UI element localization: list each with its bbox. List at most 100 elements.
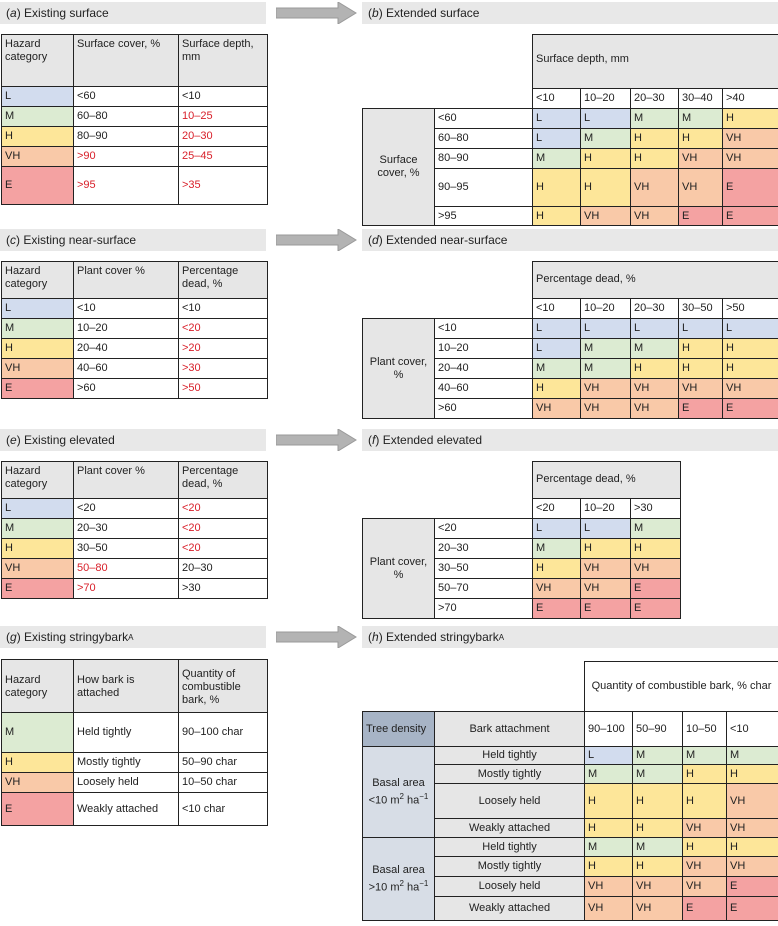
hazard-cell: H — [682, 783, 727, 819]
hazard-cell: E — [721, 206, 778, 226]
row-label: 60–80 — [434, 128, 533, 149]
cell: 50–90 char — [178, 752, 268, 773]
hazard-cell: M — [580, 358, 631, 379]
hazard-cell: VH — [532, 578, 581, 599]
row-label: >95 — [434, 206, 533, 226]
cell: <60 — [73, 86, 179, 107]
hazard-cell: E — [721, 398, 778, 419]
hazard-cell: E — [682, 896, 727, 921]
cell: 20–30 — [73, 518, 179, 539]
hazard-cell: VH — [682, 856, 727, 877]
cell: 30–50 — [73, 538, 179, 559]
hazard-cell: M — [532, 358, 581, 379]
hazard-cell: H — [721, 108, 778, 129]
hazard-cell: M — [632, 764, 683, 784]
cell: >35 — [178, 166, 268, 205]
cell: >90 — [73, 146, 179, 167]
cell: 80–90 — [73, 126, 179, 147]
hazard-cell: H — [584, 783, 633, 819]
panel-g-title: (g) Existing stringybark A — [0, 626, 266, 648]
hazard-cell: L — [580, 108, 631, 129]
hazard-cell: M — [726, 746, 778, 765]
cell: <20 — [178, 498, 268, 519]
header-percentage-dead: Percentage dead, % — [178, 461, 268, 499]
hazard-cat-cell: M — [1, 518, 74, 539]
hazard-cell: VH — [726, 818, 778, 838]
hazard-cell: M — [532, 148, 581, 169]
hazard-cell: H — [632, 783, 683, 819]
hazard-cell: H — [682, 837, 727, 857]
cell: 25–45 — [178, 146, 268, 167]
cell: 10–20 — [73, 318, 179, 339]
existing-surface-table: Hazard category Surface cover, % Surface… — [1, 34, 268, 205]
hazard-cell: H — [580, 168, 631, 207]
row-label: Weakly attached — [434, 896, 585, 921]
hazard-cell: E — [630, 578, 681, 599]
hazard-cell: M — [532, 538, 581, 559]
hazard-cell: H — [678, 128, 723, 149]
cell: <10 char — [178, 792, 268, 826]
hazard-cell: VH — [580, 578, 631, 599]
row-title: Plant cover, % — [362, 518, 435, 619]
hazard-cell: VH — [630, 206, 679, 226]
col-label: <10 — [726, 711, 778, 747]
cell: <20 — [178, 518, 268, 539]
hazard-cat-cell: L — [1, 298, 74, 319]
panel-e-title: (e) Existing elevated — [0, 429, 266, 451]
arrow-right-icon — [276, 2, 357, 24]
hazard-cell: VH — [632, 896, 683, 921]
col-label: >50 — [721, 298, 778, 319]
hazard-cell: H — [584, 856, 633, 877]
hazard-cat-cell: E — [1, 792, 74, 826]
cell: <20 — [73, 498, 179, 519]
header-hazard-category: Hazard category — [1, 34, 74, 87]
hazard-cell: E — [532, 598, 581, 619]
panel-a-title: (a) Existing surface — [0, 2, 266, 24]
hazard-cell: H — [532, 558, 581, 579]
row-label: <10 — [434, 318, 533, 339]
hazard-cat-cell: M — [1, 712, 74, 753]
hazard-cell: H — [632, 818, 683, 838]
hazard-cell: L — [584, 746, 633, 765]
hazard-cell: VH — [682, 876, 727, 897]
col-label: >40 — [721, 88, 778, 109]
cell: >30 — [178, 358, 268, 379]
hazard-cell: M — [580, 338, 631, 359]
row-label: Weakly attached — [434, 818, 585, 838]
hazard-cell: H — [726, 764, 778, 784]
cell: 20–40 — [73, 338, 179, 359]
col-label: 30–50 — [678, 298, 723, 319]
hazard-cell: H — [580, 148, 631, 169]
col-label: 90–100 — [584, 711, 633, 747]
blank-corner — [363, 35, 533, 89]
hazard-cat-cell: E — [1, 166, 74, 205]
panel-c-title: (c) Existing near-surface — [0, 229, 266, 251]
hazard-cat-cell: M — [1, 106, 74, 127]
row-label: 80–90 — [434, 148, 533, 169]
blank-corner — [363, 262, 533, 299]
cell: <10 — [73, 298, 179, 319]
hazard-cell: H — [721, 358, 778, 379]
hazard-cell: VH — [630, 558, 681, 579]
cell: >30 — [178, 578, 268, 599]
row-title: Plant cover, % — [362, 318, 435, 419]
hazard-cell: L — [678, 318, 723, 339]
row-label: Mostly tightly — [434, 856, 585, 877]
col-label: 10–20 — [580, 298, 631, 319]
hazard-cell: H — [678, 358, 723, 379]
hazard-cell: VH — [721, 378, 778, 399]
hazard-cell: VH — [678, 148, 723, 169]
hazard-cell: M — [678, 108, 723, 129]
header-bark-attachment: Bark attachment — [434, 711, 585, 747]
col-label: 20–30 — [630, 298, 679, 319]
cell: <10 — [178, 86, 268, 107]
col-label: 10–20 — [580, 88, 631, 109]
blank-corner — [362, 498, 533, 519]
row-label: 30–50 — [434, 558, 533, 579]
hazard-cell: H — [682, 764, 727, 784]
header-combustible-bark: Quantity of combustible bark, % — [178, 659, 268, 713]
hazard-cell: VH — [682, 818, 727, 838]
hazard-cell: VH — [580, 398, 631, 419]
hazard-cat-cell: VH — [1, 558, 74, 579]
blank-corner — [363, 662, 585, 712]
